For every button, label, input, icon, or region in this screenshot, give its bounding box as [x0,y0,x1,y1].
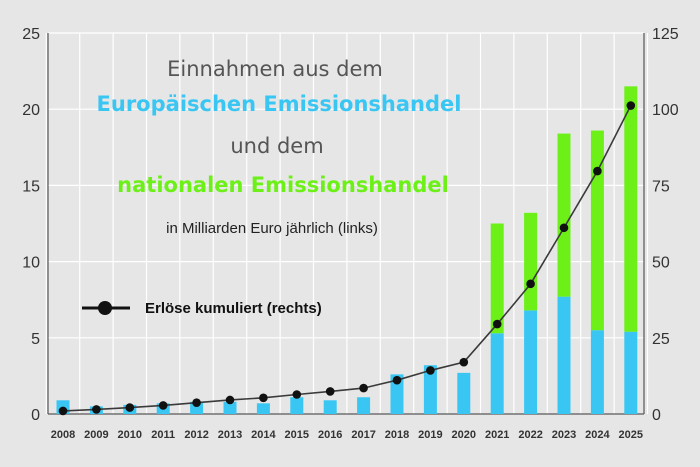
y-right-tick-label: 75 [652,178,670,195]
bar-eu-2018 [390,374,404,414]
x-tick-label: 2025 [619,429,643,441]
cumulative-point-2015 [292,390,302,399]
y-axis-left: 0 5 10 15 20 25 [22,26,40,424]
cumulative-point-2010 [125,403,135,412]
bar-eu-2024 [590,330,604,414]
y-right-tick-label: 50 [652,255,670,272]
x-tick-label: 2017 [351,429,375,441]
y-axis-right: 0 25 50 75 100 125 [652,26,679,424]
bar-eu-2023 [557,296,571,414]
cumulative-point-2018 [392,375,402,385]
bars [56,86,638,414]
bar-eu-2013 [223,401,237,414]
cumulative-point-2023 [559,223,569,233]
cumulative-point-2016 [325,387,335,396]
y-left-tick-label: 20 [22,102,40,119]
cumulative-point-2011 [158,401,168,410]
y-right-tick-label: 25 [652,331,670,348]
title-line-3: und dem [230,134,323,158]
title-line-2: Europäischen Emissionshandel [97,92,462,116]
bar-national-2021 [490,223,504,334]
bar-eu-2019 [423,365,437,414]
x-tick-label: 2015 [285,429,309,441]
legend: Erlöse kumuliert (rechts) [82,300,322,317]
bar-national-2022 [524,212,538,311]
cumulative-point-2019 [426,366,435,375]
x-tick-label: 2019 [418,429,442,441]
y-left-tick-label: 25 [22,26,40,43]
bar-eu-2025 [624,331,638,414]
y-left-tick-label: 5 [31,331,40,348]
chart-subtitle: in Milliarden Euro jährlich (links) [166,220,378,237]
cumulative-point-2021 [492,319,502,329]
cumulative-line [58,101,636,416]
x-tick-label: 2012 [184,429,208,441]
cumulative-point-2014 [259,393,268,403]
cumulative-point-2020 [459,357,469,367]
cumulative-point-2013 [225,395,235,405]
x-axis: 2008 2009 2010 2011 2012 2013 2014 2015 2016 2017… [51,429,643,441]
bar-national-2023 [557,133,571,297]
cumulative-point-2025 [626,101,636,110]
x-tick-label: 2013 [218,429,242,441]
x-tick-label: 2024 [585,429,610,441]
x-tick-label: 2014 [251,429,276,441]
title-line-4: nationalen Emissionshandel [117,173,449,197]
cumulative-polyline [62,105,632,412]
cumulative-point-2008 [58,406,68,416]
y-left-tick-label: 10 [22,255,40,272]
x-tick-label: 2022 [518,429,542,441]
cumulative-point-2024 [593,166,602,176]
legend-label: Erlöse kumuliert (rechts) [145,300,322,317]
x-tick-label: 2009 [84,429,108,441]
bar-national-2025 [624,86,638,332]
bar-eu-2014 [256,403,270,414]
y-left-tick-label: 0 [31,407,40,424]
y-right-tick-label: 0 [652,407,661,424]
x-tick-label: 2018 [385,429,409,441]
bar-national-2024 [590,130,604,331]
y-right-tick-label: 125 [652,26,679,43]
bar-eu-2021 [490,333,504,414]
x-tick-label: 2020 [452,429,476,441]
legend-marker-swatch [98,301,112,315]
bar-eu-2017 [357,397,371,414]
x-tick-label: 2016 [318,429,342,441]
x-tick-label: 2023 [552,429,576,441]
x-tick-label: 2021 [485,429,509,441]
grid [45,32,649,415]
cumulative-point-2012 [192,398,201,408]
cumulative-point-2017 [359,383,368,393]
bar-eu-2020 [457,372,471,414]
x-tick-label: 2008 [51,429,75,441]
bar-eu-2016 [323,400,337,414]
chart-title: Einnahmen aus dem Europäischen Emissions… [97,57,462,237]
cumulative-point-2022 [526,279,535,289]
x-tick-label: 2010 [118,429,142,441]
y-left-tick-label: 15 [22,178,40,195]
bar-eu-2022 [524,310,538,414]
x-tick-label: 2011 [151,429,175,441]
cumulative-point-2009 [92,405,101,414]
bar-eu-2015 [290,397,304,414]
title-line-1: Einnahmen aus dem [167,57,383,81]
y-right-tick-label: 100 [652,102,679,119]
